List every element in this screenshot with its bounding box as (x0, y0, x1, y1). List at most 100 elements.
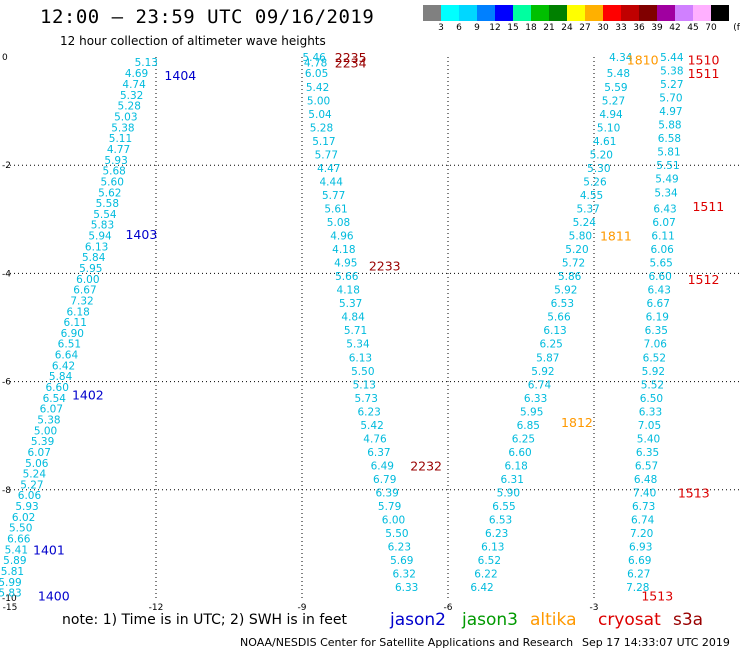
wave-height-value: 5.80 (569, 231, 592, 243)
wave-height-value: 4.84 (341, 312, 365, 324)
wave-height-value: 6.31 (501, 474, 524, 486)
wave-height-value: 6.39 (375, 488, 398, 500)
wave-height-value: 5.60 (101, 176, 124, 188)
y-tick-label: -10 (2, 594, 17, 604)
wave-height-value: 6.13 (481, 542, 504, 554)
color-scale-label: 39 (651, 23, 663, 33)
wave-height-value: 4.77 (107, 144, 130, 156)
wave-height-value: 4.76 (363, 433, 387, 445)
wave-height-value: 5.52 (641, 379, 664, 391)
y-tick-label: -8 (2, 486, 11, 496)
wave-height-value: 5.99 (0, 577, 22, 589)
wave-height-value: 6.13 (543, 325, 566, 337)
wave-height-value: 5.28 (118, 101, 141, 113)
color-scale-label: 45 (687, 23, 699, 33)
wave-height-value: 4.96 (330, 231, 354, 243)
wave-height-value: 5.72 (562, 258, 585, 270)
generated-timestamp: Sep 17 14:33:07 UTC 2019 (582, 636, 730, 649)
orbit-pass-label: 1400 (38, 588, 70, 603)
wave-height-value: 5.90 (497, 488, 520, 500)
wave-height-value: 6.52 (478, 555, 501, 567)
color-scale-swatch (567, 5, 585, 21)
orbit-pass-label: 1513 (641, 588, 673, 603)
wave-height-value: 5.03 (114, 112, 137, 124)
orbit-pass-label: 1404 (164, 68, 196, 83)
color-scale-swatch (477, 5, 495, 21)
wave-height-value: 6.06 (18, 490, 42, 502)
wave-height-value: 5.51 (656, 160, 679, 172)
wave-height-value: 6.51 (58, 339, 81, 351)
wave-height-value: 4.97 (659, 106, 682, 118)
wave-height-value: 5.13 (135, 57, 158, 69)
wave-height-plot: -15 -12 -9 -6 -30-2-4-6-8-105.134.694.745.32… (0, 50, 740, 610)
wave-height-value: 5.24 (23, 469, 47, 481)
wave-height-value: 5.73 (355, 393, 378, 405)
wave-height-value: 5.39 (31, 436, 54, 448)
wave-height-value: 6.58 (658, 133, 681, 145)
color-scale-unit: (ft) (733, 23, 740, 33)
wave-height-value: 5.20 (565, 244, 588, 256)
color-scale-label: 36 (633, 23, 645, 33)
x-tick-label: -3 (590, 603, 599, 610)
color-scale-swatch (711, 5, 729, 21)
wave-height-value: 6.07 (28, 447, 51, 459)
wave-height-value: 6.90 (61, 328, 84, 340)
wave-height-value: 5.17 (312, 136, 335, 148)
wave-height-value: 5.59 (604, 82, 627, 94)
wave-height-value: 5.08 (327, 217, 350, 229)
legend-altika: altika (530, 610, 577, 630)
wave-height-value: 7.05 (638, 420, 661, 432)
wave-height-value: 5.50 (351, 366, 374, 378)
wave-height-value: 5.62 (98, 187, 121, 199)
wave-height-value: 5.34 (346, 339, 370, 351)
wave-height-value: 5.92 (531, 366, 554, 378)
wave-height-value: 5.32 (120, 90, 143, 102)
wave-height-value: 5.83 (91, 220, 114, 232)
color-scale-swatch (495, 5, 513, 21)
wave-height-value: 6.74 (528, 379, 552, 391)
wave-height-value: 5.37 (576, 203, 599, 215)
wave-height-value: 5.41 (5, 544, 28, 556)
color-scale-swatch (621, 5, 639, 21)
wave-height-value: 5.38 (660, 66, 683, 78)
wave-height-value: 5.69 (390, 555, 413, 567)
wave-height-value: 6.06 (650, 244, 674, 256)
wave-height-value: 5.68 (102, 166, 125, 178)
color-scale-swatch (531, 5, 549, 21)
color-scale-label: 24 (561, 23, 573, 33)
wave-height-value: 5.27 (602, 95, 625, 107)
wave-height-value: 5.27 (660, 79, 683, 91)
wave-height-value: 6.52 (643, 352, 666, 364)
wave-height-value: 5.61 (324, 203, 347, 215)
color-scale-label: 15 (507, 23, 519, 33)
wave-height-value: 7.32 (70, 295, 93, 307)
wave-height-value: 5.42 (360, 420, 383, 432)
wave-height-value: 6.42 (470, 582, 493, 594)
wave-height-value: 4.47 (317, 163, 340, 175)
wave-height-value: 5.11 (109, 133, 132, 145)
wave-height-value: 6.25 (512, 433, 535, 445)
x-tick-label: -6 (444, 603, 453, 610)
wave-height-value: 7.06 (644, 339, 668, 351)
wave-height-value: 6.49 (371, 460, 394, 472)
orbit-pass-label: 1511 (688, 66, 720, 81)
wave-height-value: 6.60 (508, 447, 531, 459)
wave-height-value: 5.13 (353, 379, 376, 391)
color-scale-label: 9 (474, 23, 480, 33)
wave-height-value: 7.20 (630, 528, 653, 540)
color-scale-label: 30 (597, 23, 609, 33)
color-scale-label: 27 (579, 23, 591, 33)
footnote: note: 1) Time is in UTC; 2) SWH is in fe… (62, 612, 348, 628)
wave-height-value: 6.54 (43, 393, 67, 405)
color-scale-label: 12 (489, 23, 501, 33)
color-scale-label: 3 (438, 23, 444, 33)
wave-height-value: 6.37 (367, 447, 390, 459)
wave-height-value: 6.53 (551, 298, 574, 310)
chart-title: 12:00 – 23:59 UTC 09/16/2019 (40, 6, 375, 28)
color-scale-swatch (585, 5, 603, 21)
wave-height-value: 5.00 (307, 95, 330, 107)
wave-height-value: 6.00 (382, 515, 405, 527)
wave-height-value: 7.40 (633, 488, 656, 500)
wave-height-value: 5.50 (9, 523, 32, 535)
orbit-pass-label: 2234 (335, 55, 367, 70)
